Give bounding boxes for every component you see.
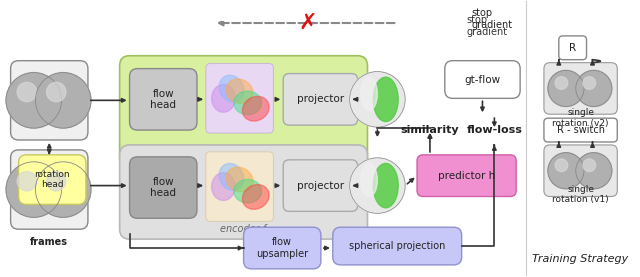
Ellipse shape: [219, 163, 244, 190]
Circle shape: [576, 153, 612, 189]
Text: flow
head: flow head: [150, 177, 176, 198]
Circle shape: [548, 70, 584, 106]
Text: Training Strategy: Training Strategy: [532, 254, 628, 264]
Ellipse shape: [212, 84, 236, 112]
Circle shape: [583, 159, 596, 172]
FancyBboxPatch shape: [129, 157, 197, 218]
FancyBboxPatch shape: [544, 63, 618, 114]
Text: stop
gradient: stop gradient: [472, 8, 513, 30]
Text: ✗: ✗: [299, 13, 317, 33]
Text: rotation
head: rotation head: [35, 170, 70, 189]
Circle shape: [17, 171, 36, 191]
Text: projector: projector: [297, 181, 344, 191]
Ellipse shape: [373, 163, 398, 208]
Ellipse shape: [361, 163, 378, 197]
FancyBboxPatch shape: [284, 74, 358, 125]
Ellipse shape: [226, 79, 253, 104]
Ellipse shape: [243, 96, 269, 121]
Circle shape: [349, 158, 405, 213]
Ellipse shape: [219, 75, 244, 102]
FancyBboxPatch shape: [544, 145, 618, 196]
Circle shape: [35, 73, 91, 128]
Circle shape: [548, 153, 584, 189]
Text: flow
upsampler: flow upsampler: [256, 237, 308, 259]
Circle shape: [6, 162, 61, 217]
Text: stop
gradient: stop gradient: [467, 15, 508, 37]
Circle shape: [35, 162, 91, 217]
Circle shape: [555, 159, 568, 172]
FancyBboxPatch shape: [120, 56, 367, 170]
FancyBboxPatch shape: [284, 160, 358, 211]
Text: spherical projection: spherical projection: [349, 241, 445, 251]
Circle shape: [17, 82, 36, 102]
FancyBboxPatch shape: [544, 118, 618, 142]
Ellipse shape: [373, 77, 398, 122]
Circle shape: [47, 82, 66, 102]
FancyBboxPatch shape: [120, 145, 367, 239]
Text: frames: frames: [30, 237, 68, 247]
Text: gt-flow: gt-flow: [465, 75, 500, 84]
Text: encoder f: encoder f: [220, 224, 267, 234]
FancyBboxPatch shape: [244, 227, 321, 269]
FancyBboxPatch shape: [445, 61, 520, 98]
FancyBboxPatch shape: [19, 155, 86, 204]
Ellipse shape: [243, 184, 269, 209]
Text: single
rotation (v1): single rotation (v1): [552, 185, 609, 204]
Text: flow-loss: flow-loss: [467, 125, 522, 135]
FancyBboxPatch shape: [206, 64, 273, 133]
Text: R: R: [569, 43, 576, 53]
Text: encoder f: encoder f: [220, 155, 267, 165]
Circle shape: [47, 171, 66, 191]
Ellipse shape: [361, 77, 378, 111]
Ellipse shape: [234, 179, 262, 203]
Text: predictor h: predictor h: [438, 171, 495, 181]
Ellipse shape: [234, 91, 262, 115]
Ellipse shape: [226, 167, 253, 192]
FancyBboxPatch shape: [129, 69, 197, 130]
Ellipse shape: [212, 173, 236, 201]
FancyBboxPatch shape: [11, 150, 88, 229]
Text: single
rotation (v2): single rotation (v2): [552, 109, 609, 128]
FancyBboxPatch shape: [11, 61, 88, 140]
FancyBboxPatch shape: [333, 227, 461, 265]
FancyBboxPatch shape: [206, 152, 273, 221]
Text: projector: projector: [297, 94, 344, 104]
Circle shape: [349, 71, 405, 127]
FancyBboxPatch shape: [559, 36, 586, 60]
Circle shape: [576, 70, 612, 106]
FancyBboxPatch shape: [417, 155, 516, 196]
Circle shape: [583, 77, 596, 89]
Circle shape: [555, 77, 568, 89]
Text: R - switch: R - switch: [557, 125, 605, 135]
Text: similarity: similarity: [401, 125, 460, 135]
Text: flow
head: flow head: [150, 89, 176, 110]
Circle shape: [6, 73, 61, 128]
